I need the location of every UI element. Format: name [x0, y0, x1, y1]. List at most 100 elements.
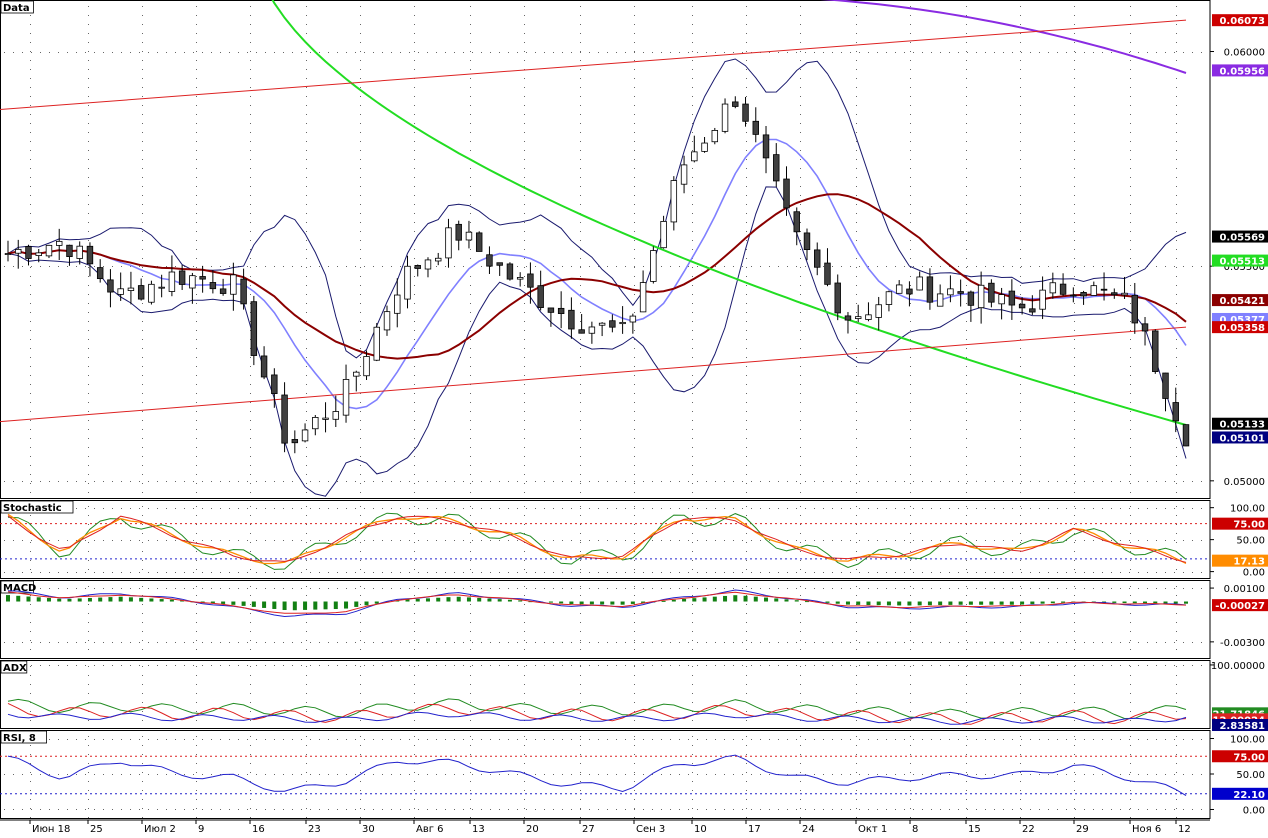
grid-dot [580, 508, 581, 509]
grid-dot [856, 745, 857, 746]
grid-dot [524, 745, 525, 746]
grid-dot [524, 649, 525, 650]
grid-dot [1020, 429, 1021, 430]
grid-dot [142, 483, 143, 484]
value-badge-label-adx: 2.83581 [1219, 721, 1265, 732]
grid-dot [229, 572, 230, 573]
grid-dot [877, 572, 878, 573]
grid-dot [360, 24, 361, 25]
grid-dot [409, 481, 410, 482]
grid-dot [1176, 249, 1177, 250]
grid-dot [283, 588, 284, 589]
value-badge-price [1212, 254, 1268, 267]
grid-dot [88, 745, 89, 746]
grid-dot [922, 540, 923, 541]
grid-dot [142, 69, 143, 70]
grid-dot [202, 508, 203, 509]
grid-dot [994, 739, 995, 740]
grid-dot [414, 506, 415, 507]
grid-dot [746, 123, 747, 124]
grid-dot [670, 52, 671, 53]
grid-dot [800, 339, 801, 340]
grid-dot [31, 52, 32, 53]
grid-dot [148, 739, 149, 740]
grid-dot [910, 168, 911, 169]
grid-dot [414, 24, 415, 25]
grid-dot [121, 588, 122, 589]
grid-dot [346, 572, 347, 573]
grid-dot [220, 266, 221, 267]
grid-dot [470, 560, 471, 561]
grid-dot [746, 586, 747, 587]
grid-dot [193, 774, 194, 775]
grid-dot [1074, 808, 1075, 809]
grid-dot [306, 132, 307, 133]
candle-body [168, 271, 176, 292]
grid-dot [391, 572, 392, 573]
grid-dot [746, 411, 747, 412]
grid-dot [418, 508, 419, 509]
grid-dot [142, 613, 143, 614]
grid-dot [360, 240, 361, 241]
panel-title-box-price [0, 0, 34, 14]
grid-dot [856, 366, 857, 367]
grid-dot [142, 267, 143, 268]
grid-dot [1174, 809, 1175, 810]
grid-dot [454, 572, 455, 573]
grid-dot [250, 312, 251, 313]
grid-dot [544, 774, 545, 775]
grid-dot [94, 665, 95, 666]
grid-dot [1084, 665, 1085, 666]
grid-dot [391, 52, 392, 53]
grid-dot [966, 231, 967, 232]
grid-dot [470, 258, 471, 259]
grid-dot [692, 348, 693, 349]
grid-dot [910, 649, 911, 650]
grid-dot [800, 24, 801, 25]
grid-dot [886, 572, 887, 573]
grid-dot [966, 569, 967, 570]
grid-dot [634, 666, 635, 667]
grid-dot [966, 447, 967, 448]
grid-dot [1074, 303, 1075, 304]
grid-dot [800, 114, 801, 115]
grid-dot [360, 186, 361, 187]
grid-dot [142, 159, 143, 160]
grid-dot [692, 622, 693, 623]
grid-dot [292, 508, 293, 509]
grid-dot [470, 348, 471, 349]
grid-dot [742, 508, 743, 509]
grid-dot [616, 665, 617, 666]
grid-dot [30, 631, 31, 632]
grid-dot [1176, 429, 1177, 430]
grid-dot [414, 60, 415, 61]
grid-dot [724, 266, 725, 267]
grid-dot [220, 572, 221, 573]
grid-dot [800, 763, 801, 764]
grid-dot [910, 330, 911, 331]
grid-dot [544, 739, 545, 740]
grid-dot [193, 809, 194, 810]
grid-dot [142, 141, 143, 142]
grid-dot [30, 711, 31, 712]
grid-dot [250, 781, 251, 782]
grid-dot [306, 684, 307, 685]
grid-dot [250, 631, 251, 632]
grid-dot [30, 542, 31, 543]
grid-dot [985, 540, 986, 541]
grid-dot [931, 52, 932, 53]
grid-dot [121, 266, 122, 267]
grid-dot [470, 506, 471, 507]
grid-dot [1130, 560, 1131, 561]
grid-dot [1176, 312, 1177, 313]
grid-dot [1201, 739, 1202, 740]
grid-dot [800, 817, 801, 818]
grid-dot [800, 105, 801, 106]
grid-dot [142, 420, 143, 421]
grid-dot [643, 540, 644, 541]
grid-dot [814, 665, 815, 666]
grid-dot [30, 294, 31, 295]
grid-dot [856, 159, 857, 160]
grid-dot [88, 195, 89, 196]
